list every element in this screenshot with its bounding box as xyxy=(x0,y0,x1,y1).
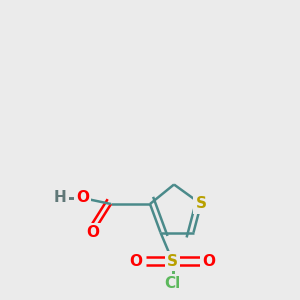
Text: O: O xyxy=(86,225,100,240)
Text: O: O xyxy=(76,190,89,206)
Text: O: O xyxy=(202,254,215,268)
Text: O: O xyxy=(130,254,142,268)
Text: S: S xyxy=(167,254,178,268)
Text: H: H xyxy=(54,190,66,206)
Text: S: S xyxy=(196,196,206,211)
Text: Cl: Cl xyxy=(164,276,181,291)
